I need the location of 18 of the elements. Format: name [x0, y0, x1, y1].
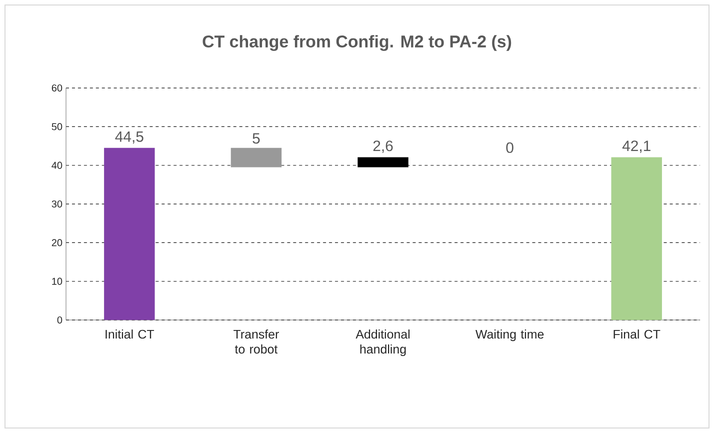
data-label: 42,1 [622, 140, 650, 153]
chart-title: CT change from Config. M2 to PA-2 (s) [202, 35, 512, 51]
x-tick-label: Additional handling [356, 329, 410, 356]
x-tick-label: Initial CT [106, 329, 154, 339]
y-tick-label: 50 [52, 123, 62, 130]
annotation: 0 [506, 142, 514, 153]
y-tick-label: 60 [52, 84, 62, 92]
data-label: 44,5 [115, 131, 144, 144]
y-tick-label: 20 [52, 239, 62, 246]
x-tick-label: Final CT [614, 329, 660, 339]
x-tick-label: Transfer to robot [234, 330, 279, 354]
data-label: 2,6 [373, 140, 393, 153]
y-tick-label: 0 [57, 316, 62, 324]
y-tick-label: 40 [52, 162, 62, 169]
data-label: 5 [252, 133, 260, 144]
y-tick-label: 30 [52, 200, 62, 208]
x-tick-label: Waiting time [476, 329, 544, 342]
y-tick-label: 10 [52, 278, 62, 285]
